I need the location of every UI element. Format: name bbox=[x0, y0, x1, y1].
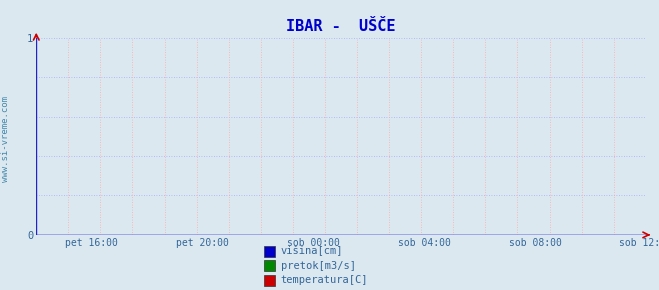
Text: temperatura[C]: temperatura[C] bbox=[281, 275, 368, 285]
Text: pretok[m3/s]: pretok[m3/s] bbox=[281, 261, 356, 271]
Title: IBAR -  UŠČE: IBAR - UŠČE bbox=[286, 19, 396, 34]
Text: www.si-vreme.com: www.si-vreme.com bbox=[1, 96, 10, 182]
Text: višina[cm]: višina[cm] bbox=[281, 246, 343, 256]
